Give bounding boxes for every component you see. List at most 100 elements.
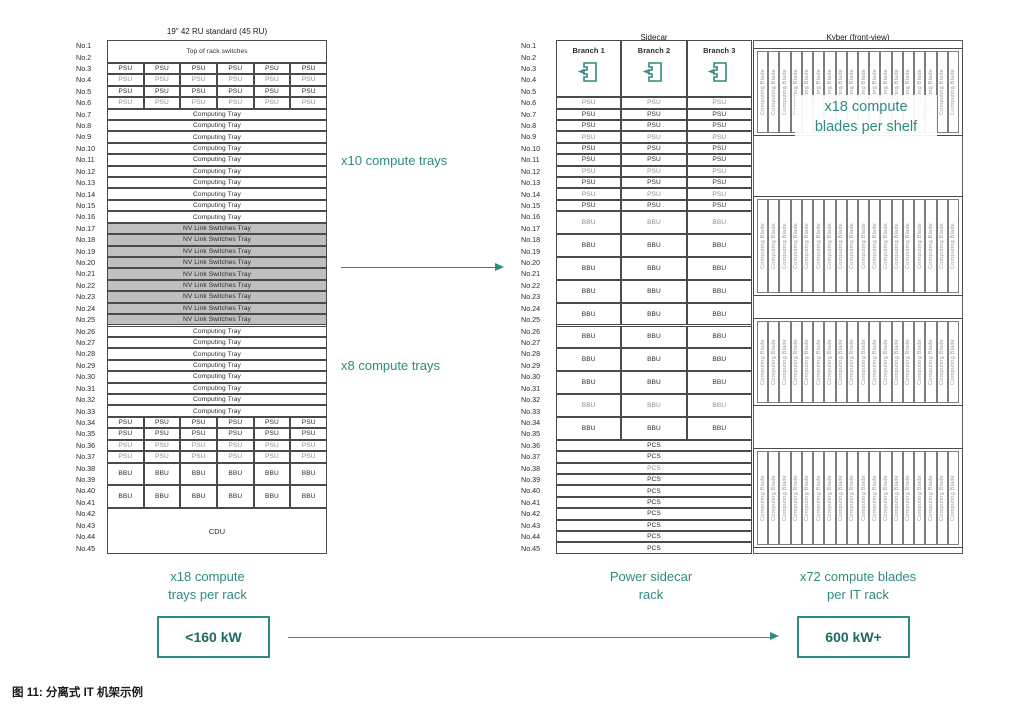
middle-arrow-line [341,267,496,268]
kyber-blade-label: Computing Blade [782,69,789,115]
rack-unit-psu: PSU [143,62,181,75]
sidecar-unit-psu: PSU [621,177,687,189]
kyber-blade-label: Computing Blade [770,69,777,115]
ru-label: No.24 [76,303,96,313]
ru-label: No.42 [76,509,96,519]
rack-unit-nv-link-switches-tray: NV Link Switches Tray [107,256,327,269]
sidecar-unit-pcs: PCS [556,451,752,463]
ru-label: No.4 [521,75,537,85]
rack-unit-computing-tray: Computing Tray [107,348,327,360]
kyber-blade-label: Computing Blade [759,475,766,521]
kyber-blade-label: Computing Blade [939,69,946,115]
ru-label: No.15 [76,200,96,210]
kyber-computing-blade: Computing Blade [936,321,948,403]
kyber-blades-note: x18 compute blades per shelf [795,95,937,141]
rack-unit-psu: PSU [143,97,181,109]
ru-label: No.28 [76,349,96,359]
kyber-computing-blade: Computing Blade [947,51,959,133]
sidecar-unit-bbu: BBU [686,302,752,326]
ru-label: No.41 [521,497,541,507]
rack-unit-psu: PSU [107,74,144,86]
sidecar-unit-pcs: PCS [556,531,752,543]
kyber-blade-label: Computing Blade [894,339,901,385]
sidecar-unit-bbu: BBU [621,256,687,280]
rack-unit-psu: PSU [290,439,327,452]
kyber-computing-blade: Computing Blade [947,321,959,403]
kyber-computing-blade: Computing Blade [936,51,948,133]
ru-label: No.23 [521,292,541,302]
figure-caption: 图 11: 分离式 IT 机架示例 [12,687,143,699]
rack-unit-psu: PSU [253,85,291,98]
rack-unit-bbu: BBU [217,485,254,509]
middle-arrow-head [495,263,504,271]
rack-unit-bbu: BBU [143,485,181,509]
ru-label: No.18 [76,235,96,245]
sidecar-unit-bbu: BBU [686,371,752,394]
sidecar-unit-psu: PSU [621,188,687,200]
rack-unit-computing-tray: Computing Tray [107,131,327,143]
rack-unit-psu: PSU [217,97,254,109]
kyber-blade-label: Computing Blade [916,339,923,385]
sidecar-branch-3: Branch 3 [686,40,752,98]
kyber-blade-label: Computing Blade [871,339,878,385]
ru-label: No.3 [76,63,92,73]
ru-label: No.34 [76,417,96,427]
kyber-blade-label: Computing Blade [927,223,934,269]
sidecar-unit-psu: PSU [686,177,752,189]
rack-unit-nv-link-switches-tray: NV Link Switches Tray [107,234,327,246]
sidecar-unit-psu: PSU [556,154,622,166]
rack-unit-computing-tray: Computing Tray [107,188,327,200]
ru-label: No.29 [76,360,96,370]
ru-label: No.35 [521,429,541,439]
rack-unit-psu: PSU [180,74,217,86]
kyber-computing-blade: Computing Blade [801,199,814,293]
rack-unit-cdu: CDU [107,508,327,554]
sidecar-unit-psu: PSU [621,108,687,120]
rack-unit-psu: PSU [180,416,217,429]
kyber-computing-blade: Computing Blade [925,321,937,403]
ru-label: No.37 [76,452,96,462]
rack-unit-psu: PSU [180,85,217,98]
sidecar-unit-psu: PSU [556,188,622,200]
sidecar-unit-bbu: BBU [686,416,752,440]
sidecar-branch-2: Branch 2 [621,40,687,98]
ru-label: No.22 [521,280,541,290]
rack-unit-computing-tray: Computing Tray [107,154,327,166]
ru-label: No.21 [521,269,541,279]
ru-label: No.33 [521,406,541,416]
kyber-blade-label: Computing Blade [838,223,845,269]
sidecar-unit-psu: PSU [621,97,687,109]
sidecar-unit-bbu: BBU [556,416,622,440]
kyber-blade-label: Computing Blade [871,223,878,269]
rack-unit-psu: PSU [290,416,327,429]
ru-label: No.8 [76,121,92,131]
rack-unit-top-of-rack-switches: Top of rack switches [107,40,327,63]
sidecar-unit-psu: PSU [686,97,752,109]
rack-unit-bbu: BBU [290,485,327,509]
note-x8-compute-trays: x8 compute trays [341,358,440,373]
rack-unit-psu: PSU [107,97,144,109]
kyber-blade-label: Computing Blade [849,223,856,269]
ru-label: No.8 [521,121,537,131]
rack-unit-computing-tray: Computing Tray [107,382,327,394]
rack-unit-psu: PSU [253,416,291,429]
sidecar-unit-psu: PSU [556,199,622,212]
sidecar-unit-bbu: BBU [556,234,622,257]
kyber-blade-label: Computing Blade [793,223,800,269]
kyber-blade-label: Computing Blade [770,339,777,385]
kyber-computing-blade: Computing Blade [835,451,847,545]
ru-label: No.31 [521,383,541,393]
sidecar-unit-pcs: PCS [556,519,752,532]
sidecar-unit-pcs: PCS [556,439,752,452]
rack-unit-psu: PSU [143,74,181,86]
kyber-computing-blade: Computing Blade [936,199,948,293]
rack-unit-psu: PSU [290,85,327,98]
power-plug-icon [641,59,667,87]
sidecar-unit-bbu: BBU [686,279,752,303]
rack-unit-psu: PSU [253,451,291,463]
sidecar-unit-psu: PSU [621,165,687,178]
kyber-computing-blade: Computing Blade [757,321,769,403]
kyber-blade-label: Computing Blade [770,223,777,269]
sidecar-unit-pcs: PCS [556,462,752,474]
ru-label: No.20 [521,258,541,268]
